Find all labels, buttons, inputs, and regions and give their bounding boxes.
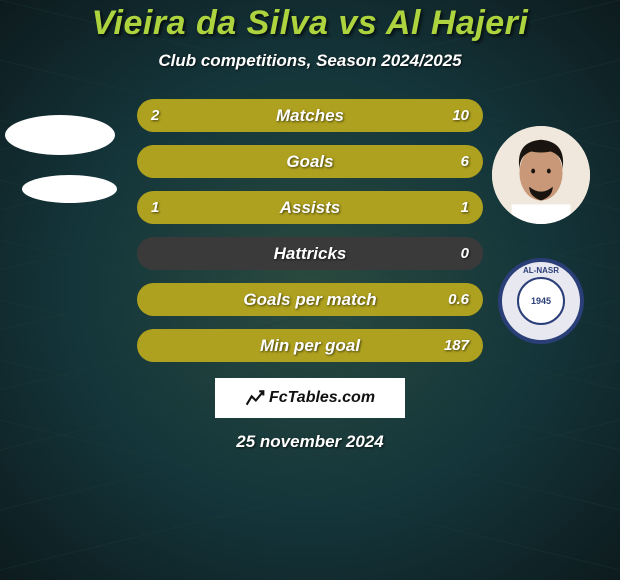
stat-label: Hattricks xyxy=(137,237,483,270)
stat-label: Goals per match xyxy=(137,283,483,316)
stat-row: 187Min per goal xyxy=(137,329,483,362)
date-text: 25 november 2024 xyxy=(0,432,620,452)
brand-badge: FcTables.com xyxy=(215,378,405,418)
stat-row: 0Hattricks xyxy=(137,237,483,270)
stat-label: Matches xyxy=(137,99,483,132)
page-title: Vieira da Silva vs Al Hajeri xyxy=(0,4,620,43)
subtitle: Club competitions, Season 2024/2025 xyxy=(0,51,620,71)
stat-row: 11Assists xyxy=(137,191,483,224)
stat-row: 0.6Goals per match xyxy=(137,283,483,316)
badge-top-text: AL-NASR xyxy=(523,266,559,275)
stat-label: Assists xyxy=(137,191,483,224)
badge-year: 1945 xyxy=(531,296,551,306)
player-right-avatar xyxy=(492,126,590,224)
brand-chart-icon xyxy=(245,388,265,408)
player-left-club-avatar xyxy=(22,175,117,203)
player-right-club-badge: AL-NASR 1945 xyxy=(498,258,584,344)
stat-row: 210Matches xyxy=(137,99,483,132)
brand-text: FcTables.com xyxy=(269,389,375,407)
stat-label: Min per goal xyxy=(137,329,483,362)
player-left-avatar xyxy=(5,115,115,155)
stat-row: 6Goals xyxy=(137,145,483,178)
stat-label: Goals xyxy=(137,145,483,178)
